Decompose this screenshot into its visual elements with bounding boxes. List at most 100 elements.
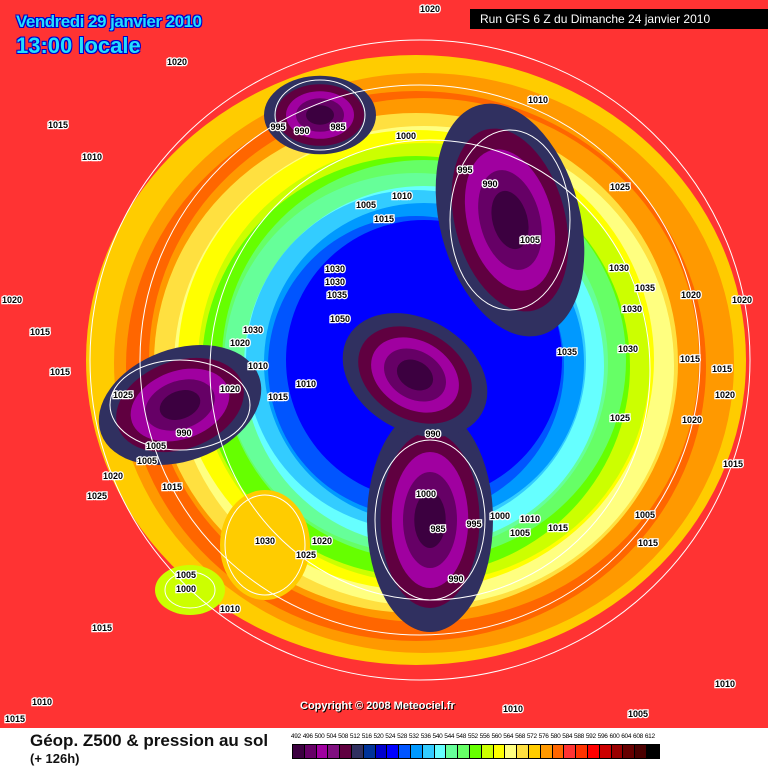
legend-label: 580 <box>550 733 561 740</box>
pressure-label: 990 <box>482 179 497 189</box>
pressure-label: 1025 <box>610 182 630 192</box>
run-info: Run GFS 6 Z du Dimanche 24 janvier 2010 <box>470 9 768 29</box>
pressure-isobars <box>89 39 751 681</box>
legend-swatch <box>599 745 612 758</box>
legend-swatch <box>340 745 352 758</box>
pressure-label: 1015 <box>30 327 50 337</box>
legend-swatch <box>316 745 329 758</box>
pressure-label: 1020 <box>715 390 735 400</box>
pressure-label: 1025 <box>87 491 107 501</box>
pressure-label: 1050 <box>330 314 350 324</box>
pressure-label: 1010 <box>528 95 548 105</box>
pressure-label: 1015 <box>723 459 743 469</box>
isobar <box>449 129 571 311</box>
legend-swatch <box>576 745 588 758</box>
legend-labels: 492 496 500 504 508 512 516 520 524 528 532 536 540 5… <box>290 733 656 741</box>
legend-label: 540 <box>432 733 443 740</box>
pressure-label: 1015 <box>5 714 25 724</box>
pressure-label: 1005 <box>146 441 166 451</box>
isobar <box>274 79 366 151</box>
pressure-label: 1030 <box>609 263 629 273</box>
pressure-label: 1030 <box>255 536 275 546</box>
copyright: Copyright © 2008 Meteociel.fr <box>300 700 455 712</box>
pressure-label: 1010 <box>296 379 316 389</box>
pressure-label: 985 <box>330 122 345 132</box>
pressure-label: 1005 <box>176 570 196 580</box>
pressure-label: 995 <box>466 519 481 529</box>
pressure-label: 1020 <box>167 57 187 67</box>
pressure-label: 1015 <box>680 354 700 364</box>
legend-swatch <box>328 745 341 758</box>
pressure-label: 1015 <box>374 214 394 224</box>
trough <box>396 359 434 391</box>
pressure-label: 1005 <box>356 200 376 210</box>
legend-label: 612 <box>644 733 655 740</box>
map-title: Géop. Z500 & pression au sol <box>30 731 269 750</box>
legend-swatch <box>363 745 376 758</box>
legend-label: 524 <box>385 733 396 740</box>
legend-label: 572 <box>526 733 537 740</box>
legend-label: 608 <box>633 733 643 740</box>
legend-label: 492 <box>290 733 301 740</box>
pressure-label: 995 <box>270 122 285 132</box>
pressure-label: 1010 <box>503 704 523 714</box>
forecast-offset: (+ 126h) <box>30 751 80 766</box>
pressure-label: 1010 <box>32 697 52 707</box>
pressure-label: 1015 <box>638 538 658 548</box>
pressure-label: 985 <box>430 524 445 534</box>
pressure-label: 1020 <box>2 295 22 305</box>
pressure-label: 1020 <box>312 536 332 546</box>
pressure-label: 1020 <box>732 295 752 305</box>
isobar <box>374 439 486 601</box>
z500-field <box>0 0 768 728</box>
legend-swatch <box>611 745 624 758</box>
pressure-label: 1005 <box>628 709 648 719</box>
pressure-label: 995 <box>457 165 472 175</box>
pressure-label: 1015 <box>162 482 182 492</box>
legend-label: 584 <box>562 733 573 740</box>
isobar <box>139 84 701 636</box>
pressure-label: 1015 <box>48 120 68 130</box>
legend-label: 544 <box>444 733 455 740</box>
legend-swatch <box>375 745 388 758</box>
legend-label: 560 <box>491 733 502 740</box>
legend-swatch <box>493 745 506 758</box>
legend-swatch <box>469 745 482 758</box>
legend-label: 576 <box>538 733 549 740</box>
legend-swatch <box>552 745 565 758</box>
pressure-label: 1025 <box>296 550 316 560</box>
isobar <box>89 39 751 681</box>
pressure-label: 1025 <box>610 413 630 423</box>
pressure-label: 1010 <box>392 191 412 201</box>
legend-swatch <box>434 745 447 758</box>
trough <box>491 190 529 250</box>
pressure-label: 1020 <box>103 471 123 481</box>
legend-label: 532 <box>408 733 419 740</box>
legend-swatch <box>505 745 518 758</box>
trough <box>414 492 446 548</box>
legend-swatch <box>387 745 400 758</box>
legend-label: 516 <box>361 733 372 740</box>
forecast-date: Vendredi 29 janvier 2010 <box>16 12 202 31</box>
legend-colorbar <box>292 744 660 759</box>
legend-label: 528 <box>397 733 408 740</box>
legend-swatch <box>304 745 317 758</box>
pressure-label: 1010 <box>82 152 102 162</box>
pressure-label: 1030 <box>325 264 345 274</box>
legend-swatch <box>458 745 470 758</box>
legend-label: 520 <box>373 733 384 740</box>
legend-swatch <box>293 745 305 758</box>
trough <box>306 105 334 125</box>
pressure-label: 1015 <box>712 364 732 374</box>
legend-swatch <box>646 745 659 758</box>
legend-label: 600 <box>609 733 620 740</box>
pressure-label: 1020 <box>682 415 702 425</box>
legend-swatch <box>481 745 494 758</box>
pressure-label: 1005 <box>137 456 157 466</box>
pressure-label: 1020 <box>220 384 240 394</box>
pressure-label: 1020 <box>420 4 440 14</box>
pressure-label: 1030 <box>243 325 263 335</box>
pressure-label: 1025 <box>113 390 133 400</box>
pressure-label: 1000 <box>416 489 436 499</box>
